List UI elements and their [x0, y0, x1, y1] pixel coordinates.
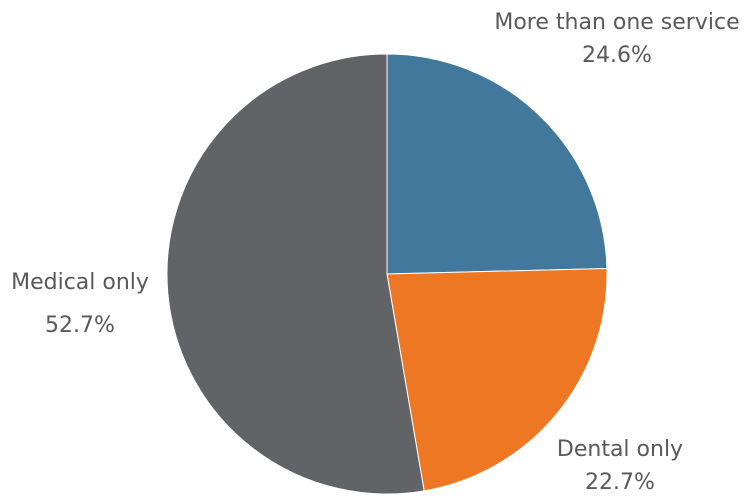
- pie-slice-dental-only: [386, 267, 608, 492]
- pie-slices: [166, 53, 608, 495]
- slice-label-medical-only: Medical only: [11, 270, 149, 295]
- slice-label-more-than-one-service: More than one service: [494, 10, 739, 35]
- slice-value-more-than-one-service: 24.6%: [582, 43, 652, 68]
- pie-slice-medical-only: [166, 53, 425, 495]
- slice-value-medical-only: 52.7%: [45, 313, 115, 338]
- slice-labels: More than one service 24.6% Dental only …: [11, 10, 740, 495]
- pie-slice-more-than-one-service: [386, 53, 608, 275]
- slice-label-dental-only: Dental only: [557, 437, 683, 462]
- slice-value-dental-only: 22.7%: [585, 470, 655, 495]
